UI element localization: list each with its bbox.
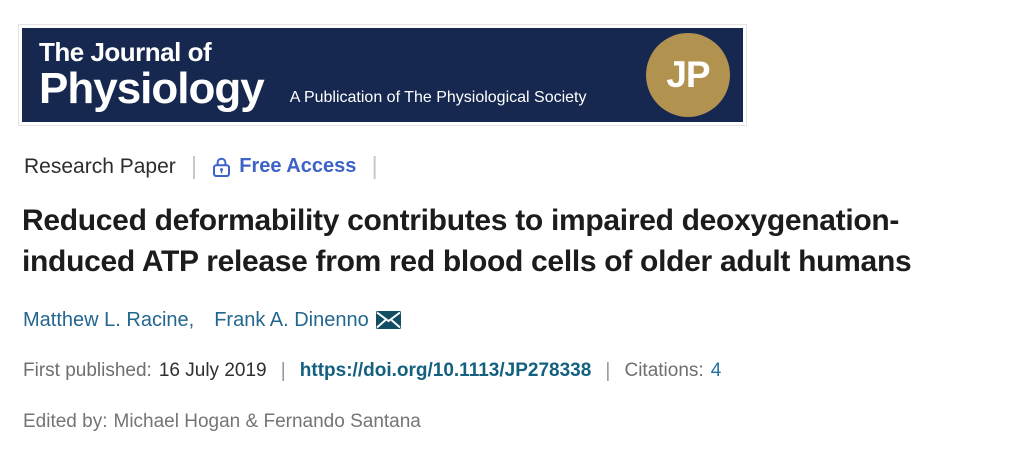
open-lock-icon xyxy=(212,156,231,178)
journal-name: The Journal of Physiology xyxy=(22,37,265,113)
article-title-line1: Reduced deformability contributes to imp… xyxy=(22,204,900,237)
journal-name-line2: Physiology xyxy=(39,64,265,113)
free-access-label: Free Access xyxy=(239,155,357,177)
author-link[interactable]: Matthew L. Racine xyxy=(23,308,189,331)
category-label: Research Paper xyxy=(24,154,176,178)
article-title-line2: induced ATP release from red blood cells… xyxy=(22,245,912,279)
article-title: Reduced deformability contributes to imp… xyxy=(22,200,1012,283)
byline: Matthew L. Racine, Frank A. Dinenno xyxy=(23,309,1024,332)
journal-banner-inner: The Journal of Physiology A Publication … xyxy=(22,28,743,122)
doi-link[interactable]: https://doi.org/10.1113/JP278338 xyxy=(299,360,592,382)
journal-banner[interactable]: The Journal of Physiology A Publication … xyxy=(18,24,747,126)
free-access-badge[interactable]: Free Access xyxy=(212,155,356,178)
citations-label: Citations: xyxy=(624,360,704,382)
publication-info-row: First published: 16 July 2019 | https://… xyxy=(23,360,1024,383)
edited-by-row: Edited by: Michael Hogan & Fernando Santa… xyxy=(23,411,1024,433)
divider: | xyxy=(280,359,286,382)
first-published-label: First published: xyxy=(23,360,152,382)
divider: | xyxy=(605,359,611,382)
divider: | xyxy=(190,152,198,180)
author-link[interactable]: Frank A. Dinenno xyxy=(214,308,369,331)
author-separator: , xyxy=(188,308,195,331)
divider: | xyxy=(371,152,378,180)
edited-by-editors: Michael Hogan & Fernando Santana xyxy=(113,410,421,432)
jp-logo-monogram: JP xyxy=(666,54,710,95)
article-meta-row: Research Paper | Free Access | xyxy=(24,153,1024,180)
edited-by-label: Edited by: xyxy=(23,410,108,432)
email-envelope-icon[interactable] xyxy=(375,311,401,330)
first-published-date: 16 July 2019 xyxy=(158,360,267,382)
citations-count[interactable]: 4 xyxy=(710,360,722,382)
jp-logo-icon: JP xyxy=(646,33,730,117)
journal-name-line1: The Journal of xyxy=(39,37,212,67)
journal-tagline: A Publication of The Physiological Socie… xyxy=(289,89,587,106)
